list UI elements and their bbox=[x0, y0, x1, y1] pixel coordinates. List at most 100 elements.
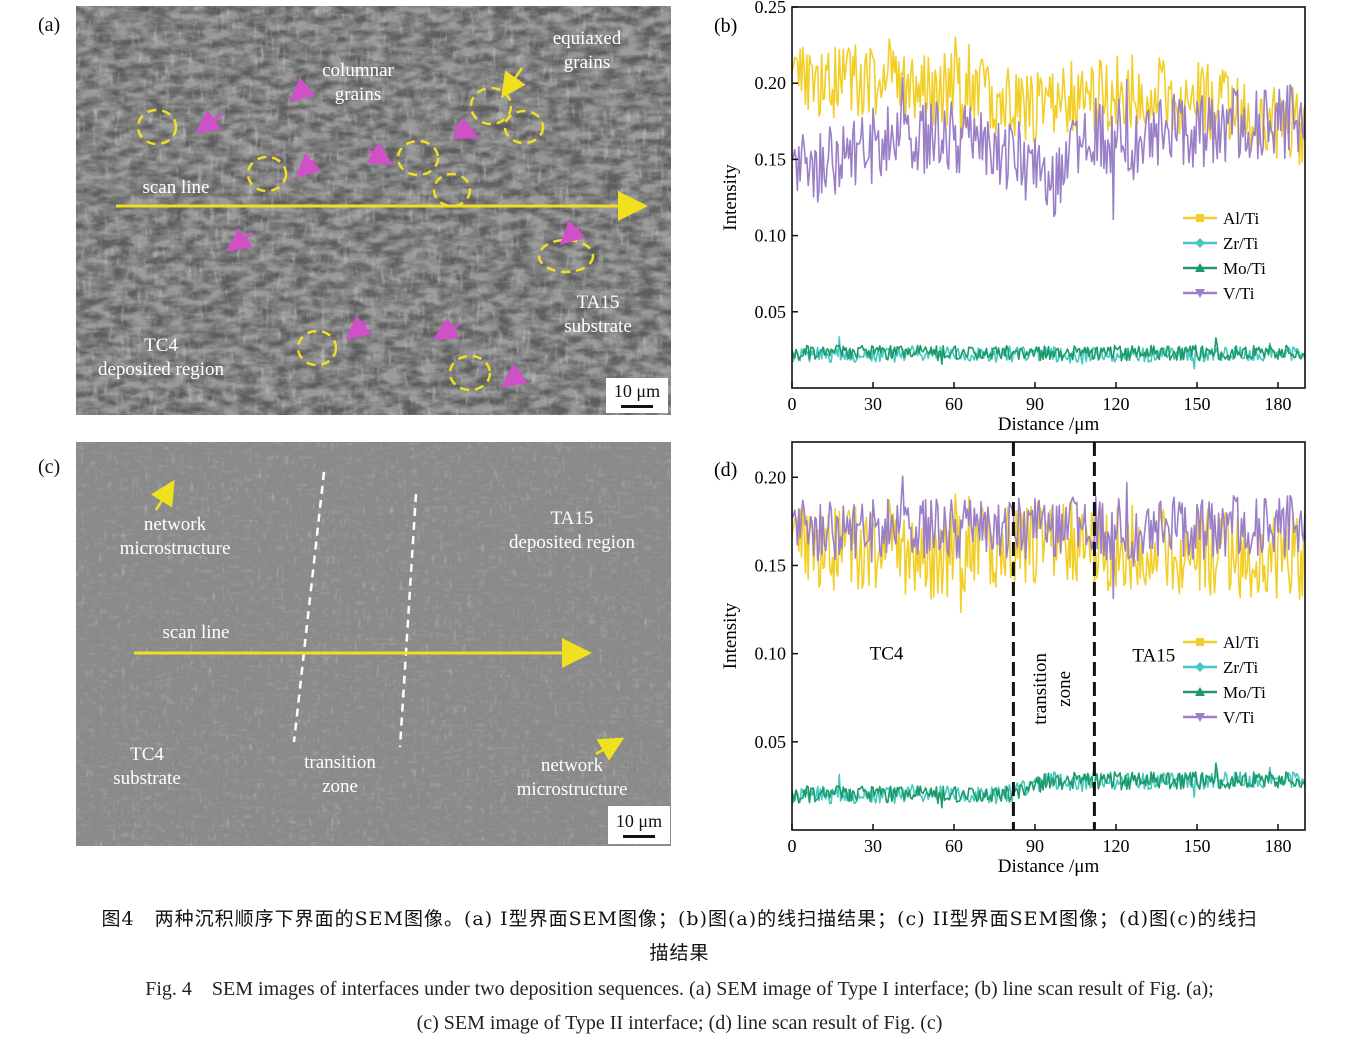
columnar-label-2: grains bbox=[335, 84, 381, 105]
network-top-label-1: network bbox=[144, 514, 207, 535]
panel-letter: (d) bbox=[714, 459, 737, 481]
x-tick-label: 180 bbox=[1265, 394, 1292, 414]
x-tick-label: 90 bbox=[1026, 836, 1044, 856]
panel-c-letter: (c) bbox=[38, 456, 61, 478]
x-tick-label: 60 bbox=[945, 836, 963, 856]
panel-a-letter: (a) bbox=[38, 14, 61, 36]
y-tick-label: 0.15 bbox=[755, 555, 787, 575]
legend-marker bbox=[1195, 687, 1205, 696]
y-tick-label: 0.10 bbox=[755, 644, 787, 664]
ta15-label-2: substrate bbox=[564, 316, 632, 337]
ta15-deposited-label-2: deposited region bbox=[509, 532, 636, 553]
caption-english-line-2: (c) SEM image of Type II interface; (d) … bbox=[416, 1012, 943, 1034]
equiaxed-label-2: grains bbox=[564, 52, 610, 73]
scale-bar-label-c: 10 μm bbox=[616, 811, 662, 831]
x-tick-label: 90 bbox=[1026, 394, 1044, 414]
x-axis-label: Distance /μm bbox=[998, 856, 1100, 877]
grain-pointer-arrows bbox=[195, 77, 586, 388]
y-tick-label: 0.05 bbox=[755, 302, 787, 322]
panel-c-sem-image: network microstructure TA15 deposited re… bbox=[76, 442, 671, 846]
caption-english-line-1: Fig. 4 SEM images of interfaces under tw… bbox=[145, 978, 1214, 1000]
y-tick-label: 0.15 bbox=[755, 149, 787, 169]
legend-marker bbox=[1196, 638, 1204, 646]
scale-bar-label-a: 10 μm bbox=[614, 381, 660, 401]
series-line-al-ti bbox=[791, 493, 1306, 613]
transition-zone-boundaries bbox=[292, 471, 418, 748]
annotation-ta15: TA15 bbox=[1132, 646, 1175, 667]
series-line-al-ti bbox=[791, 36, 1306, 166]
transition-label-2: zone bbox=[322, 776, 358, 797]
legend-label: Al/Ti bbox=[1223, 633, 1260, 652]
legend-marker bbox=[1195, 289, 1205, 298]
x-tick-label: 30 bbox=[864, 394, 882, 414]
tc4-substrate-label-2: substrate bbox=[113, 768, 181, 789]
annotation-tc4: TC4 bbox=[870, 644, 904, 665]
tc4-substrate-label-1: TC4 bbox=[130, 744, 164, 765]
series-line-v-ti bbox=[791, 475, 1306, 600]
equiaxed-pointer-arrow bbox=[501, 67, 526, 99]
y-tick-label: 0.20 bbox=[755, 73, 787, 93]
sem-a-texture-2 bbox=[76, 6, 671, 415]
panel-c-svg: network microstructure TA15 deposited re… bbox=[76, 442, 671, 846]
network-bottom-label-2: microstructure bbox=[517, 779, 628, 800]
scale-bar-a bbox=[621, 405, 653, 408]
plot-frame bbox=[791, 441, 1306, 831]
series-line-mo-ti bbox=[791, 762, 1306, 809]
tc4-label-2: deposited region bbox=[98, 359, 225, 380]
legend-label: V/Ti bbox=[1223, 284, 1255, 303]
y-tick-label: 0.05 bbox=[755, 732, 787, 752]
legend-marker bbox=[1195, 238, 1205, 248]
transition-label-1: transition bbox=[304, 752, 376, 773]
ta15-deposited-label-1: TA15 bbox=[551, 508, 594, 529]
tc4-label-1: TC4 bbox=[144, 335, 178, 356]
series-line-v-ti bbox=[791, 76, 1306, 221]
y-axis-label: Intensity bbox=[720, 164, 741, 231]
line-scan-chart-d: (d) 0 30 60 90 120 150 180 0.05 0.10 0.15 0.20 Dista… bbox=[714, 441, 1306, 877]
scale-bar-c bbox=[623, 835, 655, 838]
equiaxed-label-1: equiaxed bbox=[553, 28, 622, 49]
network-bottom-label-1: network bbox=[541, 755, 604, 776]
ta15-label-1: TA15 bbox=[577, 292, 620, 313]
legend-marker bbox=[1195, 662, 1205, 672]
legend-label: Zr/Ti bbox=[1223, 658, 1259, 677]
x-tick-label: 120 bbox=[1103, 394, 1130, 414]
x-tick-label: 120 bbox=[1103, 836, 1130, 856]
scan-line-label-a: scan line bbox=[142, 177, 209, 198]
x-tick-label: 60 bbox=[945, 394, 963, 414]
y-tick-label: 0.10 bbox=[755, 226, 787, 246]
line-scan-chart-b: (b) 0 30 60 90 120 150 180 0.05 0.10 0.15 0.20 0.25 D… bbox=[714, 0, 1306, 435]
network-pointer-arrow-bottom bbox=[595, 737, 625, 761]
caption-chinese-line-2: 描结果 bbox=[649, 942, 710, 964]
network-top-label-2: microstructure bbox=[120, 538, 231, 559]
legend-label: Al/Ti bbox=[1223, 209, 1260, 228]
columnar-label-1: columnar bbox=[322, 60, 394, 81]
x-axis-label: Distance /μm bbox=[998, 414, 1100, 435]
legend-marker bbox=[1195, 713, 1205, 722]
legend-marker bbox=[1196, 214, 1204, 222]
annotation-zone: zone bbox=[1054, 671, 1075, 707]
legend-label: V/Ti bbox=[1223, 708, 1255, 727]
legend-label: Mo/Ti bbox=[1223, 683, 1266, 702]
legend-label: Zr/Ti bbox=[1223, 234, 1259, 253]
panel-a-sem-image: columnar grains equiaxed grains scan lin… bbox=[76, 6, 671, 415]
panel-letter: (b) bbox=[714, 15, 737, 37]
caption-chinese-line-1: 图4 两种沉积顺序下界面的SEM图像。(a) I型界面SEM图像；(b)图(a)… bbox=[101, 908, 1258, 930]
sem-a-labels: columnar grains equiaxed grains scan lin… bbox=[98, 28, 632, 380]
legend-marker bbox=[1195, 263, 1205, 272]
x-tick-label: 30 bbox=[864, 836, 882, 856]
sem-c-labels: network microstructure TA15 deposited re… bbox=[113, 508, 635, 800]
x-tick-label: 150 bbox=[1184, 836, 1211, 856]
x-tick-label: 150 bbox=[1184, 394, 1211, 414]
equiaxed-grain-outlines bbox=[136, 86, 595, 392]
y-axis-label: Intensity bbox=[720, 602, 741, 669]
annotation-transition: transition bbox=[1030, 653, 1051, 725]
plot-frame bbox=[791, 6, 1306, 389]
legend-label: Mo/Ti bbox=[1223, 259, 1266, 278]
x-tick-label: 180 bbox=[1265, 836, 1292, 856]
network-pointer-arrow-top bbox=[150, 479, 175, 511]
x-tick-label: 0 bbox=[788, 394, 797, 414]
scan-line-label-c: scan line bbox=[162, 622, 229, 643]
series-line-mo-ti bbox=[791, 337, 1306, 365]
y-tick-label: 0.20 bbox=[755, 467, 787, 487]
x-tick-label: 0 bbox=[788, 836, 797, 856]
